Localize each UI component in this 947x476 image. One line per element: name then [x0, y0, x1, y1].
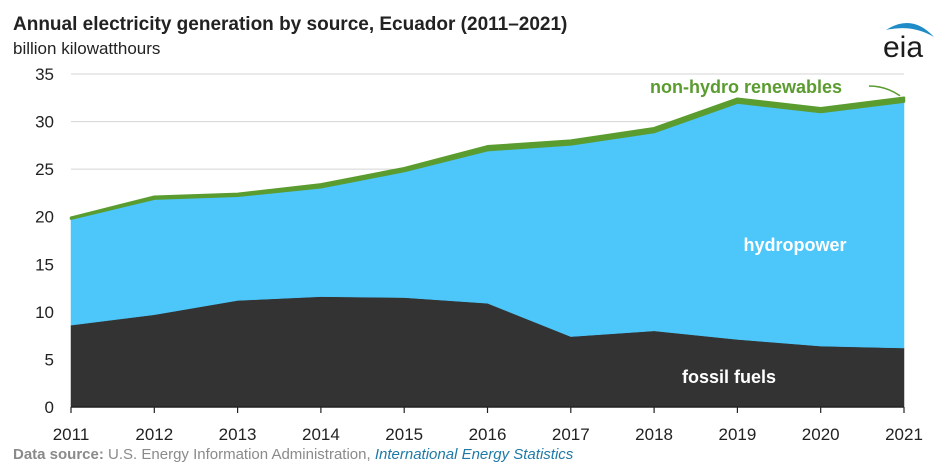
chart-subtitle: billion kilowatthours — [13, 39, 160, 58]
x-tick-label: 2017 — [552, 425, 590, 444]
renewables-callout-line — [868, 85, 901, 97]
x-tick-label: 2021 — [885, 425, 923, 444]
area-series — [69, 96, 906, 408]
x-tick-label: 2012 — [135, 425, 173, 444]
y-tick-label: 5 — [45, 350, 54, 369]
x-tick-label: 2016 — [469, 425, 507, 444]
data-source-text: U.S. Energy Information Administration, — [104, 446, 371, 463]
x-tick-label: 2013 — [219, 425, 257, 444]
eia-logo-text: eia — [883, 31, 923, 64]
y-tick-label: 15 — [35, 255, 54, 274]
series-label-hydropower: hydropower — [743, 235, 846, 255]
series-label-non-hydro-renewables: non-hydro renewables — [650, 77, 842, 97]
y-tick-label: 25 — [35, 160, 54, 179]
eia-logo: eia — [883, 22, 934, 64]
x-tick-label: 2018 — [635, 425, 673, 444]
x-tick-label: 2019 — [718, 425, 756, 444]
data-source-label: Data source: — [13, 446, 104, 463]
y-tick-label: 0 — [45, 398, 54, 417]
y-tick-label: 30 — [35, 113, 54, 132]
axes: 0 5 10 15 20 25 30 35 2011 2012 2013 2014 2015 2016 20… — [35, 65, 923, 444]
x-tick-label: 2015 — [385, 425, 423, 444]
x-tick-label: 2020 — [802, 425, 840, 444]
data-source: Data source: U.S. Energy Information Adm… — [13, 446, 574, 463]
y-tick-label: 10 — [35, 303, 54, 322]
series-label-fossil-fuels: fossil fuels — [682, 367, 776, 387]
series-labels: fossil fuels hydropower non-hydro renewabl… — [650, 77, 901, 387]
x-tick-label: 2011 — [53, 425, 90, 444]
x-tick-label: 2014 — [302, 425, 340, 444]
eia-logo-swoosh-icon — [886, 22, 934, 37]
area-non-hydro-renewables — [69, 96, 906, 220]
y-tick-label: 35 — [35, 65, 54, 84]
y-tick-label: 20 — [35, 208, 54, 227]
chart-title: Annual electricity generation by source,… — [13, 14, 567, 35]
data-source-link[interactable]: International Energy Statistics — [371, 446, 574, 463]
